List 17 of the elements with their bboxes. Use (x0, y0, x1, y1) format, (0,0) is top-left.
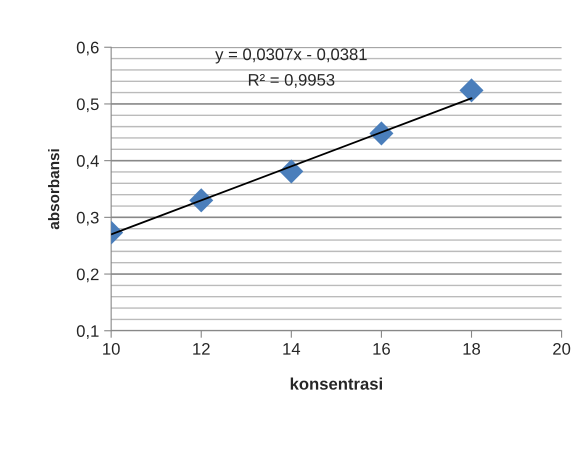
x-tick-label: 14 (283, 343, 300, 355)
x-tick-label: 10 (103, 342, 120, 355)
y-tick-label: 0,4 (76, 155, 99, 169)
x-tick-label: 18 (464, 342, 480, 355)
y-axis-title: absorbansi (48, 149, 60, 230)
x-axis-title: konsentrasi (290, 378, 382, 390)
annotation: y = 0,0307x - 0,0381 (215, 48, 367, 64)
y-tick-label: 0,1 (76, 325, 99, 339)
y-tick-label: 0,3 (76, 212, 99, 226)
y-tick-label: 0,6 (76, 42, 99, 56)
point (459, 78, 484, 102)
x-tick-label: 20 (553, 342, 570, 355)
annotation: R² = 0,9953 (248, 74, 334, 88)
y-tick-label: 0,2 (76, 268, 99, 282)
x-tick-label: 12 (193, 342, 210, 355)
x-tick-label: 16 (373, 342, 390, 355)
y-tick-label: 0,5 (76, 98, 99, 112)
